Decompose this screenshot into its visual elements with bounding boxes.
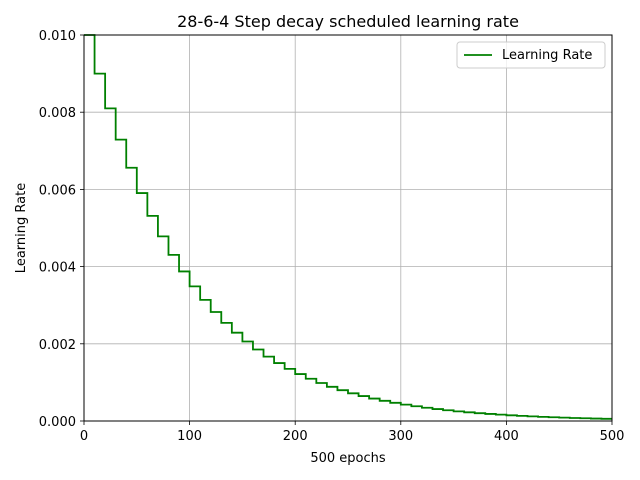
legend-box [456, 41, 606, 69]
y-axis-label: Learning Rate [14, 183, 29, 273]
x-tick-label: 100 [177, 429, 202, 444]
y-tick-label: 0.000 [39, 415, 76, 430]
plot-frame [83, 34, 613, 422]
y-tick-label: 0.006 [39, 183, 76, 198]
series-line-learning-rate [84, 34, 612, 420]
x-tick-label: 0 [80, 429, 88, 444]
x-tick-label: 500 [600, 429, 625, 444]
chart-title: 28-6-4 Step decay scheduled learning rat… [177, 12, 519, 31]
axis-ticks: 0 100 200 300 400 500 0.000 0.002 0.004 0.006 0.00… [39, 29, 625, 444]
y-tick-label: 0.002 [39, 338, 76, 353]
y-tick-label: 0.008 [39, 106, 76, 121]
y-tick-label: 0.004 [39, 261, 76, 276]
x-tick-label: 200 [283, 429, 308, 444]
legend: Learning Rate [456, 41, 606, 69]
x-axis-label: 500 epochs [310, 451, 386, 466]
series-layer [84, 34, 612, 420]
legend-label-learning-rate: Learning Rate [502, 48, 592, 63]
x-tick-label: 300 [388, 429, 413, 444]
y-tick-label: 0.010 [39, 29, 76, 44]
x-tick-label: 400 [494, 429, 519, 444]
